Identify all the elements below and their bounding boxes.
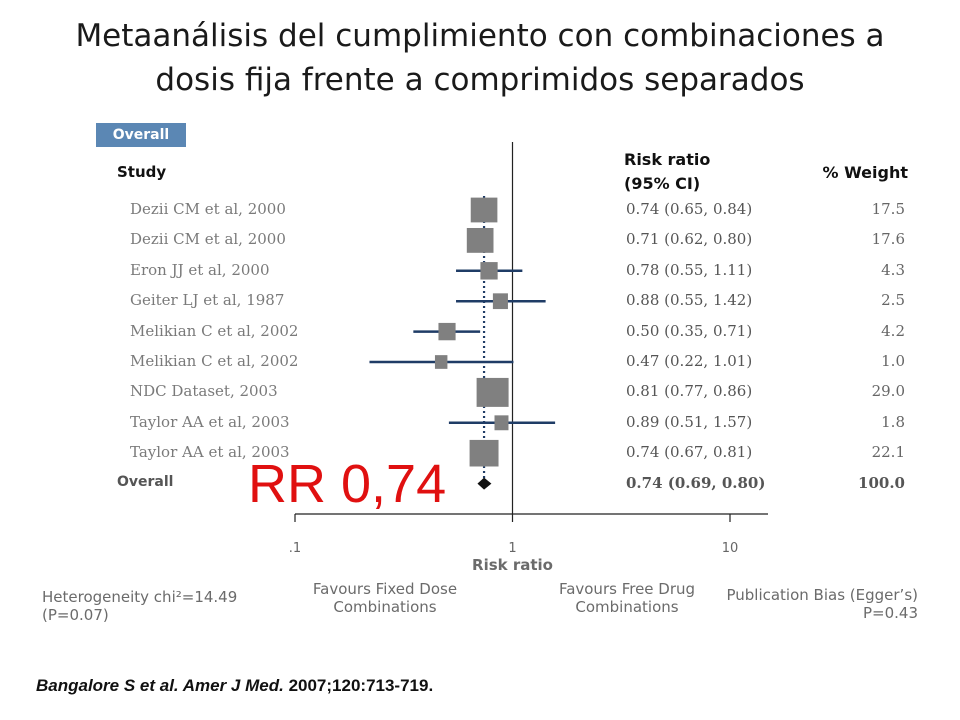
study-ci: 0.74 (0.67, 0.81) — [626, 443, 753, 462]
x-tick-label: 10 — [722, 541, 739, 556]
favours-right-line-1: Favours Free Drug — [558, 580, 696, 598]
study-name: NDC Dataset, 2003 — [130, 382, 278, 401]
study-ci: 0.88 (0.55, 1.42) — [626, 291, 753, 310]
citation-journal: Amer J Med. — [182, 676, 284, 695]
study-weight: 17.5 — [871, 200, 905, 218]
bias-line-1: Publication Bias (Egger’s) — [726, 586, 918, 604]
weight-box — [494, 415, 509, 431]
study-name: Dezii CM et al, 2000 — [130, 200, 286, 218]
heterogeneity-note: Heterogeneity chi²=14.49 (P=0.07) — [42, 588, 237, 624]
study-ci: 0.50 (0.35, 0.71) — [626, 321, 753, 340]
study-name: Taylor AA et al, 2003 — [130, 412, 290, 431]
x-tick-label: .1 — [289, 541, 301, 556]
title-line-1: Metaanálisis del cumplimiento con combin… — [75, 18, 885, 54]
citation: Bangalore S et al. Amer J Med. 2007;120:… — [36, 676, 433, 696]
weight-box — [434, 355, 448, 369]
overall-badge: Overall — [96, 123, 186, 147]
study-header: Study — [117, 163, 167, 181]
study-weight: 4.3 — [881, 260, 905, 279]
weight-box — [466, 227, 494, 253]
x-axis-label: Risk ratio — [472, 556, 553, 574]
study-weight: 29.0 — [871, 382, 905, 401]
title-line-2: dosis fija frente a comprimidos separado… — [155, 62, 805, 98]
study-ci: 0.71 (0.62, 0.80) — [626, 230, 753, 249]
study-weight: 2.5 — [881, 291, 905, 310]
study-ci: 0.78 (0.55, 1.11) — [626, 260, 753, 279]
study-ci: 0.89 (0.51, 1.57) — [626, 412, 753, 431]
slide-title: Metaanálisis del cumplimiento con combin… — [40, 14, 920, 102]
study-name: Melikian C et al, 2002 — [130, 352, 299, 370]
weight-box — [470, 197, 498, 223]
favours-left-label: Favours Fixed Dose Combinations — [300, 580, 470, 616]
study-weight: 4.2 — [881, 321, 905, 340]
bias-line-2: P=0.43 — [862, 604, 918, 622]
study-weight: 1.8 — [881, 412, 905, 431]
overall-ci: 0.74 (0.69, 0.80) — [626, 473, 766, 492]
weight-box — [492, 293, 508, 310]
publication-bias-note: Publication Bias (Egger’s) P=0.43 — [726, 586, 918, 622]
favours-right-line-2: Combinations — [575, 598, 679, 616]
weight-box — [480, 262, 498, 280]
study-name: Taylor AA et al, 2003 — [130, 443, 290, 462]
study-name: Geiter LJ et al, 1987 — [130, 291, 285, 310]
overall-diamond — [477, 477, 492, 490]
study-ci: 0.81 (0.77, 0.86) — [626, 382, 753, 401]
x-tick-label: 1 — [508, 541, 516, 556]
ci-header: (95% CI) — [624, 174, 701, 193]
weight-header: % Weight — [822, 163, 908, 182]
study-ci: 0.47 (0.22, 1.01) — [626, 352, 753, 370]
heterogeneity-line-1: Heterogeneity chi²=14.49 — [42, 588, 238, 606]
study-weight: 17.6 — [871, 230, 905, 249]
citation-authors: Bangalore S et al. — [36, 676, 183, 695]
favours-left-line-2: Combinations — [333, 598, 437, 616]
study-weight: 22.1 — [871, 443, 905, 462]
favours-left-line-1: Favours Fixed Dose — [312, 580, 458, 598]
study-name: Eron JJ et al, 2000 — [130, 260, 270, 279]
study-name: Dezii CM et al, 2000 — [130, 230, 286, 249]
weight-box — [476, 377, 509, 407]
favours-right-label: Favours Free Drug Combinations — [542, 580, 712, 616]
weight-box — [438, 322, 456, 341]
rr-callout: RR 0,74 — [248, 454, 447, 514]
study-ci: 0.74 (0.65, 0.84) — [626, 200, 753, 218]
study-weight: 1.0 — [881, 352, 905, 370]
study-name: Melikian C et al, 2002 — [130, 321, 299, 340]
overall-label: Overall — [117, 473, 174, 490]
heterogeneity-line-2: (P=0.07) — [42, 606, 109, 624]
weight-box — [469, 439, 499, 467]
overall-weight: 100.0 — [858, 473, 905, 492]
risk-ratio-header: Risk ratio — [624, 150, 711, 169]
citation-rest: 2007;120:713-719. — [283, 676, 434, 695]
